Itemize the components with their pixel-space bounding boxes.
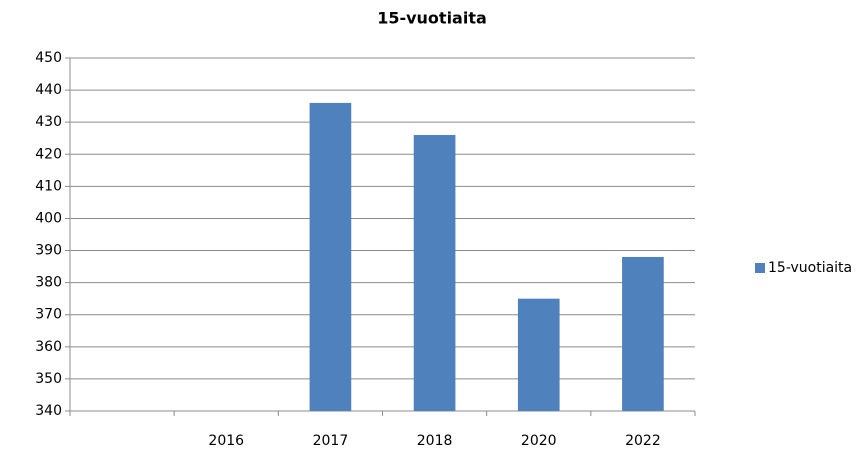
x-tick-label: 2018 <box>417 433 453 449</box>
y-tick-label: 430 <box>35 114 62 130</box>
x-tick-label: 2017 <box>313 433 349 449</box>
y-tick-label: 410 <box>35 178 62 194</box>
y-tick-label: 350 <box>35 371 62 387</box>
bar <box>517 298 560 411</box>
bar <box>309 102 352 411</box>
bar <box>622 256 664 411</box>
x-tick-label: 2016 <box>208 433 244 449</box>
y-tick-label: 340 <box>35 403 62 419</box>
y-tick-label: 360 <box>35 339 62 355</box>
y-tick-label: 390 <box>35 243 62 259</box>
legend-swatch <box>755 263 765 273</box>
bar <box>413 135 456 411</box>
y-tick-label: 380 <box>35 275 62 291</box>
y-tick-label: 420 <box>35 146 62 162</box>
x-tick-label: 2022 <box>625 433 661 449</box>
chart-title: 15-vuotiaita <box>377 9 487 28</box>
y-tick-label: 450 <box>35 50 62 66</box>
legend-label: 15-vuotiaita <box>768 260 852 276</box>
y-tick-label: 440 <box>35 82 62 98</box>
x-tick-label: 2020 <box>521 433 557 449</box>
y-tick-label: 400 <box>35 210 62 226</box>
y-tick-label: 370 <box>35 307 62 323</box>
